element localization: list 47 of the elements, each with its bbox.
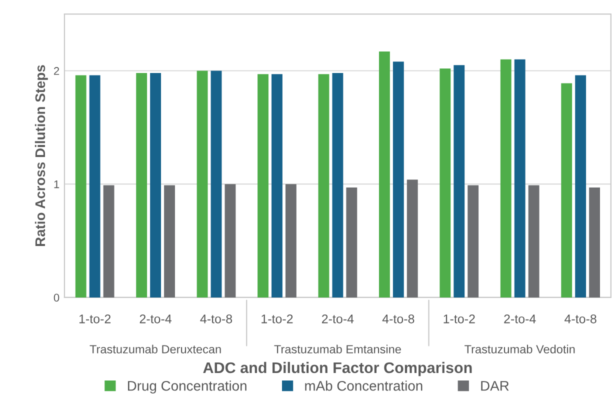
bar [468, 185, 479, 298]
bar [136, 73, 148, 298]
bar [440, 68, 451, 298]
x-tick-label: 2-to-4 [140, 314, 172, 324]
y-tick-label: 1 [54, 180, 60, 188]
bar [89, 75, 100, 298]
bar [378, 51, 390, 298]
bar [528, 185, 540, 298]
bar [285, 184, 296, 298]
bar [454, 65, 465, 298]
x-tick-label: 1-to-2 [262, 314, 293, 324]
bar [224, 184, 236, 298]
x-axis-title: ADC and Dilution Factor Comparison [203, 362, 472, 376]
x-tick-label: 2-to-4 [504, 314, 536, 324]
y-axis-title: Ratio Across Dilution Steps [34, 65, 48, 246]
text: Trastuzumab Emtansine [274, 344, 401, 354]
bar [318, 74, 330, 298]
bar [346, 188, 358, 298]
bar [392, 62, 404, 298]
legend-label: mAb Concentration [305, 380, 422, 391]
x-tick-label: 4-to-8 [564, 314, 596, 324]
bar [589, 188, 600, 298]
y-tick-label: 2 [54, 67, 60, 75]
bar [332, 73, 344, 298]
legend-label: DAR [481, 381, 509, 391]
bar [575, 75, 586, 298]
y-tick-label: 0 [54, 294, 60, 302]
bar [258, 74, 268, 298]
text: Trastuzumab Deruxtecan [90, 344, 221, 354]
bar [210, 70, 222, 298]
text: Trastuzumab Vedotin [464, 344, 575, 354]
bar [75, 75, 86, 298]
bar [103, 185, 114, 298]
bar [150, 73, 162, 298]
bar [406, 180, 418, 298]
legend-label: Drug Concentration [128, 380, 246, 394]
x-tick-label: 4-to-8 [382, 314, 414, 324]
bar [272, 74, 282, 298]
bar [500, 59, 512, 298]
bar [164, 185, 175, 298]
x-tick-label: 2-to-4 [322, 314, 354, 324]
x-tick-label: 4-to-8 [200, 314, 232, 324]
x-tick-label: 1-to-2 [79, 314, 111, 324]
bar [561, 83, 572, 298]
bar [514, 59, 526, 298]
bar [196, 70, 208, 298]
x-tick-label: 1-to-2 [444, 314, 475, 324]
